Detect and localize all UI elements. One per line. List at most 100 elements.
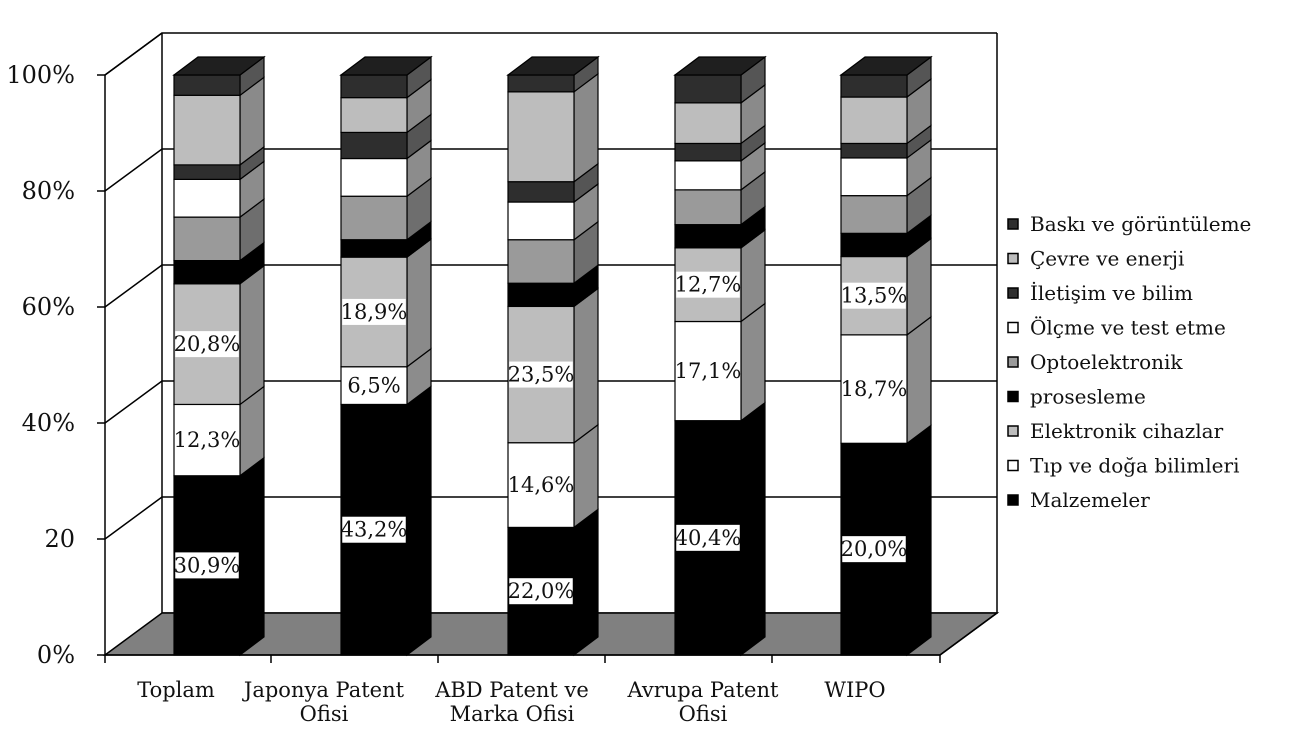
data-label-bg [676, 358, 740, 385]
bar-segment [674, 224, 742, 249]
bar-stack: 22,0% 14,6% 23,5% [506, 55, 600, 657]
data-label: 18,9% [341, 300, 408, 324]
bar-stack: 20,0% 18,7% 13,5% [839, 55, 933, 657]
data-label-bg [842, 376, 906, 403]
bar-segment [674, 189, 742, 226]
bar-segment [840, 157, 908, 197]
data-label-bg [676, 524, 740, 551]
category-label: Ofisi [679, 702, 728, 726]
legend-swatch [1007, 287, 1019, 299]
x-axis-right-edge [939, 612, 998, 656]
bar-segment-side [906, 424, 932, 657]
bar-segment [840, 74, 908, 98]
legend-swatch [1007, 218, 1019, 230]
data-label: 18,7% [841, 377, 908, 401]
bar-segment [340, 195, 408, 241]
bar-segment [173, 164, 241, 180]
bar-segment [173, 74, 241, 96]
y-tick-label: 0% [37, 641, 75, 669]
bar-segment [840, 142, 908, 159]
category-label: Ofisi [300, 702, 349, 726]
bar-stack: 40,4% 17,1% 12,7% [673, 55, 767, 657]
data-label: 43,2% [341, 518, 408, 542]
bar-segment [840, 195, 908, 234]
y-tick-label: 20 [44, 525, 75, 553]
legend-label: Ölçme ve test etme [1030, 315, 1226, 340]
bar-segment [507, 201, 575, 241]
bar-segment [674, 142, 742, 162]
bar-segment [674, 102, 742, 145]
bar-segment [840, 232, 908, 258]
category-label: Japonya Patent [242, 678, 405, 702]
legend-swatch [1007, 356, 1019, 368]
legend-swatch [1007, 321, 1019, 334]
bar-top [506, 56, 600, 76]
bar-top [839, 56, 933, 76]
data-label: 13,5% [841, 284, 908, 308]
legend-swatch [1007, 494, 1019, 506]
bar-segment [507, 91, 575, 183]
bar-segment-side [239, 264, 265, 406]
legend-swatch [1007, 390, 1019, 403]
bar-stack: 30,9% 12,3% 20,8% [172, 55, 266, 657]
bar-segment [507, 74, 575, 93]
legend-label: Optoelektronik [1030, 350, 1183, 374]
data-label-bg [342, 298, 406, 325]
bar-segment-side [573, 72, 599, 183]
legend-label: İletişim ve bilim [1030, 281, 1193, 305]
bar-segment [173, 216, 241, 262]
data-label: 20,0% [841, 537, 908, 561]
data-label: 12,3% [174, 428, 241, 452]
bar-segment [173, 94, 241, 166]
data-label: 12,7% [675, 273, 742, 297]
category-label: Toplam [137, 678, 215, 702]
data-label-bg [342, 516, 406, 543]
data-label: 6,5% [347, 374, 400, 398]
data-label-bg [348, 372, 400, 399]
data-label: 23,5% [508, 363, 575, 387]
data-label-bg [509, 472, 573, 499]
y-axis-top-edge [104, 32, 163, 76]
bar-segment [340, 131, 408, 160]
y-tick-label: 80% [22, 177, 75, 205]
data-label: 17,1% [675, 359, 742, 383]
bar-segment [674, 160, 742, 191]
bar-segment [173, 178, 241, 218]
y-tick-label: 100% [6, 61, 75, 89]
bar-top [339, 56, 433, 76]
data-label-bg [175, 552, 239, 579]
bar-segment [340, 239, 408, 258]
legend-label: Tıp ve doğa bilimleri [1030, 454, 1239, 478]
legend-label: Çevre ve enerji [1030, 247, 1184, 271]
bar-segment [340, 74, 408, 99]
bar-segment-side [406, 385, 432, 657]
data-label-bg [509, 361, 573, 388]
chart-bars: 30,9% 12,3% 20,8% 43,2% 6,5% 18,9% 22,0%14,6%2… [172, 55, 933, 657]
data-label-bg [175, 427, 239, 454]
legend-label: Baskı ve görüntüleme [1030, 212, 1251, 236]
category-label: Avrupa Patent [627, 678, 779, 702]
data-label-bg [676, 271, 740, 298]
bar-top [673, 56, 767, 76]
data-label: 30,9% [174, 553, 241, 577]
bar-segment-side [573, 508, 599, 657]
bar-segment-side [239, 456, 265, 657]
legend-swatch [1007, 252, 1019, 265]
chart-legend: Baskı ve görüntüleme Çevre ve enerji İleti… [1007, 212, 1251, 512]
legend-label: Elektronik cihazlar [1030, 419, 1224, 443]
bar-segment-side [906, 315, 932, 445]
category-label: ABD Patent ve [434, 678, 589, 702]
bar-segment [173, 260, 241, 285]
data-label: 20,8% [174, 332, 241, 356]
bar-stack: 43,2% 6,5% 18,9% [339, 55, 433, 657]
data-label-bg [175, 331, 239, 358]
legend-swatch [1007, 459, 1019, 472]
bar-segment-side [573, 287, 599, 444]
bar-segment [507, 239, 575, 284]
data-label-bg [842, 536, 906, 563]
data-label: 40,4% [675, 526, 742, 550]
category-label: WIPO [824, 678, 885, 702]
bar-segment [674, 74, 742, 104]
bar-segment-side [740, 401, 766, 657]
